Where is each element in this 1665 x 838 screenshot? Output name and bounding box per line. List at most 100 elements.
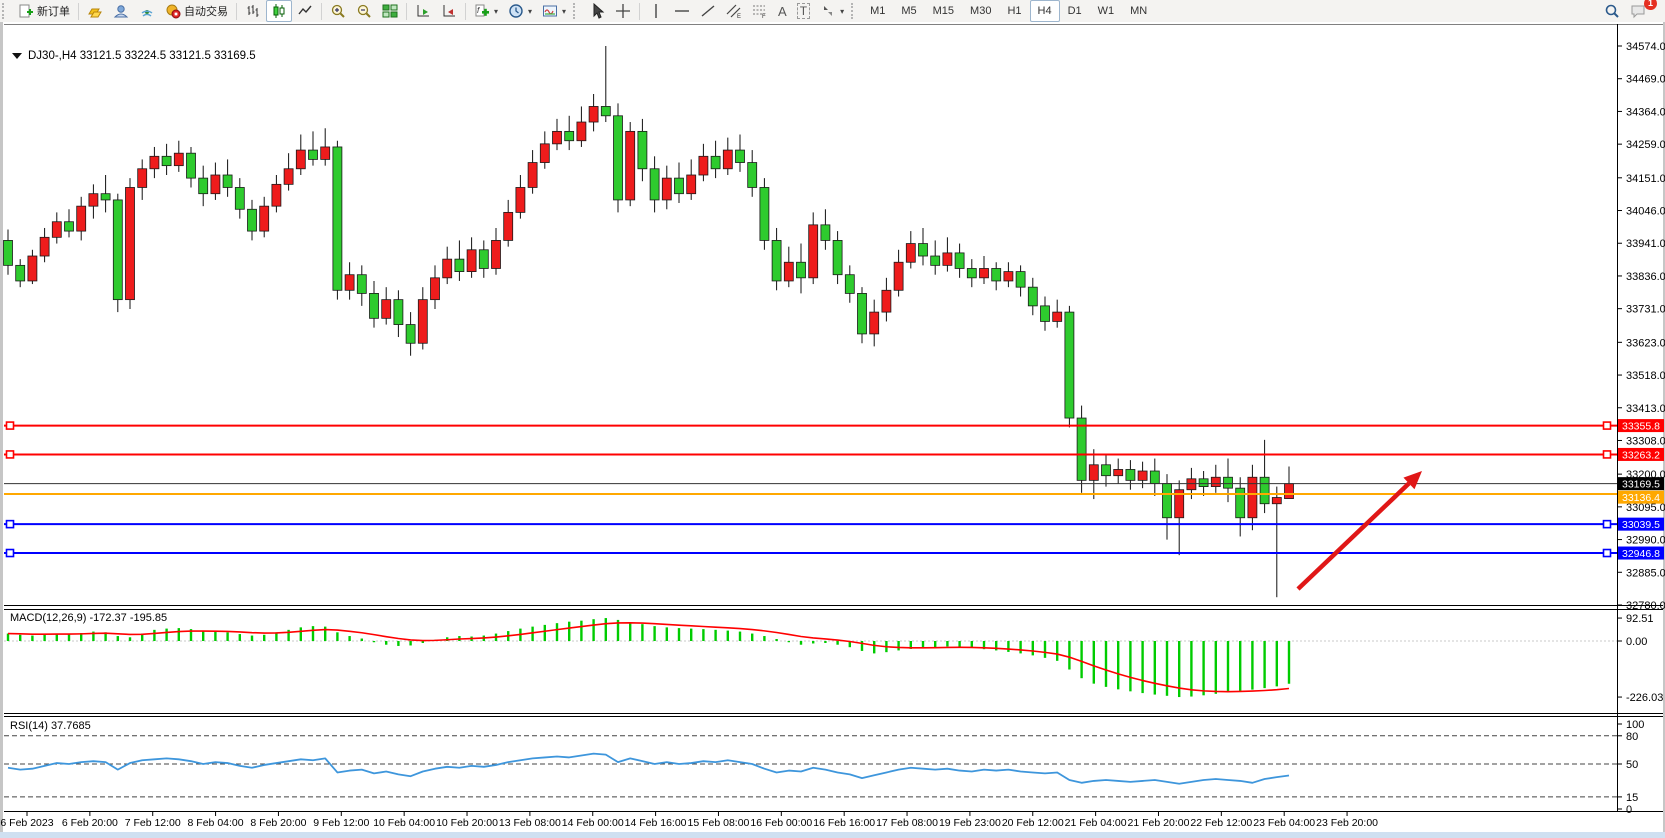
candle-up xyxy=(210,174,221,195)
candle-up xyxy=(271,183,282,207)
price-line-badge xyxy=(1618,490,1664,504)
price-line-badge xyxy=(1618,517,1664,531)
timeframe-mn-button[interactable]: MN xyxy=(1130,5,1148,17)
rsi-axis-label: 0 xyxy=(1626,804,1632,816)
candle-up xyxy=(576,121,587,142)
hline-handle[interactable] xyxy=(5,421,15,430)
periods-button[interactable]: ▾ xyxy=(503,0,537,22)
arrow-shaft[interactable] xyxy=(1296,481,1411,591)
candle-down xyxy=(820,224,831,241)
candle-down xyxy=(674,177,684,195)
candle-up xyxy=(27,255,38,282)
tile-windows-button[interactable] xyxy=(377,0,403,22)
vertical-line-tool-button[interactable] xyxy=(643,0,669,22)
candle-up xyxy=(1052,311,1063,322)
auto-trading-button[interactable]: 自动交易 xyxy=(160,0,233,22)
indicators-button[interactable]: f ▾ xyxy=(469,0,503,22)
hline-handle[interactable] xyxy=(1602,450,1612,459)
rsi-panel xyxy=(4,735,1617,798)
new-order-button[interactable]: 新订单 xyxy=(13,0,75,22)
text-tool-button[interactable]: A xyxy=(773,0,792,22)
timeframe-m5-button[interactable]: M5 xyxy=(901,5,917,17)
accounts-button[interactable] xyxy=(108,0,134,22)
horizontal-line-tool-button[interactable] xyxy=(669,0,695,22)
candle-down xyxy=(747,162,758,188)
candle-up xyxy=(722,149,733,170)
time-axis[interactable]: 6 Feb 2023 6 Feb 20:00 7 Feb 12:00 8 Feb 04… xyxy=(0,812,1378,829)
time-tick-label: 7 Feb 12:00 xyxy=(125,817,181,829)
auto-scroll-button[interactable] xyxy=(410,0,436,22)
timeframe-h4-button[interactable]: H4 xyxy=(1029,0,1060,22)
candle-up xyxy=(295,149,306,170)
bar-chart-mode-button[interactable] xyxy=(240,0,266,22)
candle-up xyxy=(466,249,477,272)
time-tick-label: 6 Feb 20:00 xyxy=(62,817,118,829)
candle-up xyxy=(417,299,428,344)
text-label-tool-button[interactable]: T xyxy=(792,0,815,22)
rsi-axis-label: 15 xyxy=(1626,792,1638,804)
chart-title: DJ30-,H4 33121.5 33224.5 33121.5 33169.5 xyxy=(28,50,256,62)
zoom-out-button[interactable] xyxy=(351,0,377,22)
crosshair-tool-button[interactable] xyxy=(610,0,636,22)
templates-button[interactable]: ▾ xyxy=(537,0,571,22)
arrow-annotation[interactable] xyxy=(1296,471,1422,591)
hline-handle[interactable] xyxy=(1602,548,1612,558)
zoom-in-button[interactable] xyxy=(325,0,351,22)
search-button[interactable] xyxy=(1599,0,1625,22)
price-axis[interactable]: 34574.0 34469.0 34364.0 34259.0 34151.0 34046… xyxy=(1617,41,1665,612)
candle-chart-mode-button[interactable] xyxy=(266,0,292,22)
timeframe-m30-button[interactable]: M30 xyxy=(970,5,992,17)
text-tool-icon: A xyxy=(778,3,787,19)
candle-down xyxy=(1125,469,1136,481)
chart-shift-button[interactable] xyxy=(436,0,462,22)
candle-up xyxy=(552,130,562,145)
rsi-axis-label: 50 xyxy=(1626,759,1638,771)
market-watch-button[interactable] xyxy=(82,0,108,22)
candle-down xyxy=(1149,470,1160,484)
svg-text:E: E xyxy=(737,14,741,19)
hline-handle[interactable] xyxy=(1602,421,1612,430)
price-line-badge xyxy=(1618,477,1664,491)
candle-down xyxy=(649,168,660,201)
candle-up xyxy=(808,224,819,279)
auto-trading-label: 自动交易 xyxy=(184,6,228,18)
fibonacci-tool-button[interactable]: F xyxy=(747,0,773,22)
signals-button[interactable] xyxy=(134,0,160,22)
timeframe-m1-button[interactable]: M1 xyxy=(870,5,886,17)
arrows-tool-button[interactable]: ▾ xyxy=(815,0,849,22)
hline-handle[interactable] xyxy=(5,450,15,459)
toolbar-grip[interactable] xyxy=(2,3,9,19)
toolbar-grip[interactable] xyxy=(573,3,580,19)
toolbar-grip[interactable] xyxy=(851,3,858,19)
macd-axis-label: 92.51 xyxy=(1626,613,1654,625)
chart-shift-icon xyxy=(443,5,455,17)
arrow-head[interactable] xyxy=(1403,471,1422,490)
cursor-tool-button[interactable] xyxy=(584,0,610,22)
chart-surface[interactable] xyxy=(4,24,1617,811)
channel-tool-button[interactable]: E xyxy=(721,0,747,22)
candle-up xyxy=(539,143,550,163)
candle-up xyxy=(1271,497,1282,505)
price-tick-label: 32885.0 xyxy=(1626,567,1665,579)
candle-down xyxy=(796,261,806,279)
timeframe-h1-button[interactable]: H1 xyxy=(1007,5,1022,17)
timeframe-d1-button[interactable]: D1 xyxy=(1067,5,1082,17)
candles-layer xyxy=(3,46,1294,598)
notifications-button[interactable]: 1 xyxy=(1625,0,1657,22)
timeframe-m15-button[interactable]: M15 xyxy=(932,5,955,17)
candle-up xyxy=(39,236,50,257)
hline-handle[interactable] xyxy=(5,519,15,529)
hline-handle[interactable] xyxy=(5,548,15,558)
hline-handle[interactable] xyxy=(1602,519,1612,529)
chart-collapse-icon[interactable] xyxy=(12,53,22,59)
timeframe-w1-button[interactable]: W1 xyxy=(1097,5,1115,17)
svg-text:F: F xyxy=(762,14,766,19)
price-tick-label: 33941.0 xyxy=(1626,238,1665,250)
trendline-tool-button[interactable] xyxy=(695,0,721,22)
separator xyxy=(321,2,322,20)
new-order-icon xyxy=(19,4,33,18)
line-chart-mode-button[interactable] xyxy=(292,0,318,22)
rsi-axis-label: 80 xyxy=(1626,731,1638,743)
